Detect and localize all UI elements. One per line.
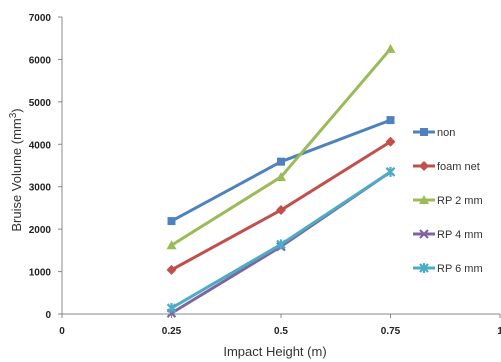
y-axis-title-main: Bruise Volume (mm	[9, 118, 24, 231]
legend-label: RP 2 mm	[437, 195, 483, 207]
y-axis-ticks: 0 1000 2000 3000 4000 5000 6000 7000	[29, 13, 62, 321]
y-axis-title: Bruise Volume (mm3)	[8, 108, 24, 231]
y-tick-label: 6000	[29, 55, 52, 66]
data-point	[386, 44, 396, 53]
data-point	[277, 158, 285, 166]
series-line	[172, 49, 391, 245]
legend-marker	[419, 161, 429, 171]
legend: non foam net RP 2 mm RP 4 mm RP 6 mm	[413, 127, 483, 275]
legend-label: non	[437, 127, 455, 139]
y-tick-label: 7000	[29, 13, 52, 24]
x-tick-label: 0.75	[381, 326, 401, 337]
legend-label: RP 6 mm	[437, 263, 483, 275]
y-tick-label: 1000	[29, 268, 52, 279]
legend-item-2: RP 2 mm	[413, 195, 483, 207]
x-tick-label: 0	[59, 326, 65, 337]
series-2	[167, 44, 396, 249]
data-point	[168, 217, 176, 225]
y-tick-label: 0	[45, 310, 51, 321]
data-series	[167, 44, 396, 317]
y-tick-label: 2000	[29, 225, 52, 236]
legend-item-3: RP 4 mm	[413, 229, 483, 241]
legend-item-1: foam net	[413, 161, 480, 173]
legend-item-4: RP 6 mm	[413, 263, 483, 275]
data-point	[387, 167, 395, 177]
series-4	[168, 167, 395, 313]
y-tick-label: 3000	[29, 183, 52, 194]
x-tick-label: 0.25	[162, 326, 182, 337]
y-axis-title-suffix: )	[9, 108, 24, 112]
legend-item-0: non	[413, 127, 455, 139]
x-tick-label: 0.5	[274, 326, 288, 337]
legend-label: RP 4 mm	[437, 229, 483, 241]
x-axis-ticks: 0 0.25 0.5 0.75 1	[59, 314, 501, 337]
x-tick-label: 1	[497, 326, 501, 337]
legend-marker	[420, 128, 428, 136]
x-axis-title: Impact Height (m)	[223, 344, 326, 359]
y-tick-label: 5000	[29, 98, 52, 109]
data-point	[387, 116, 395, 124]
y-tick-label: 4000	[29, 140, 52, 151]
legend-label: foam net	[437, 161, 480, 173]
